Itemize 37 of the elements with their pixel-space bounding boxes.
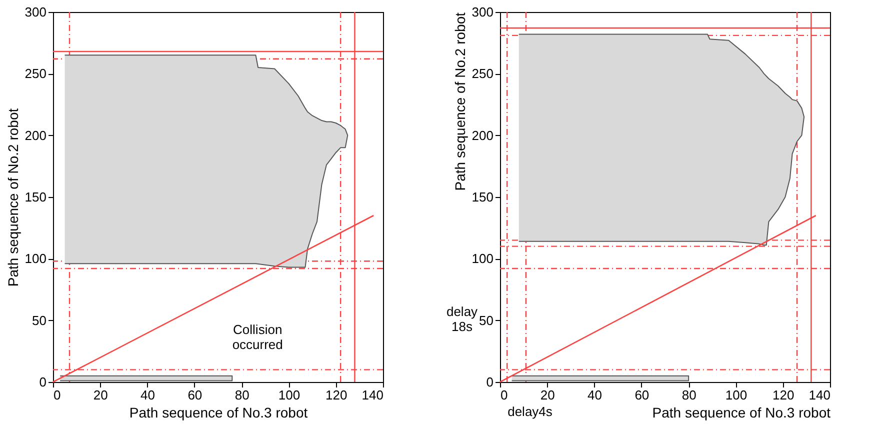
x-tick-label: 80 [234,388,250,402]
y-axis-title: Path sequence of No.2 robot [4,108,21,287]
x-tick-label: 60 [188,388,202,402]
x-tick-label: 120 [772,388,794,402]
y-tick-label: 150 [472,190,494,204]
x-axis-title: Path sequence of No.3 robot [129,404,308,420]
x-tick-label: 140 [362,388,384,402]
x-tick-label: 40 [588,388,602,402]
y-tick-label: 100 [24,251,46,266]
x-tick-label: 20 [540,388,555,402]
x-tick-label: 100 [278,388,300,402]
text: delay 18s [446,304,478,334]
x-tick-label: 60 [634,388,650,402]
x-tick-label: 80 [682,388,696,402]
x-tick-label: 120 [326,388,348,402]
y-tick-label: 150 [24,190,46,204]
x-tick-label: 0 [54,388,61,402]
x-tick-label: 100 [725,388,748,402]
y-axis-title: Path sequence of No.2 robot [452,12,468,191]
y-tick-label: 300 [472,4,494,20]
annotation: Collision occurred [232,322,283,352]
y-tick-label: 200 [24,128,46,143]
y-tick-label: 50 [32,312,46,328]
y-tick-label: 300 [24,4,46,20]
y-tick-label: 100 [472,251,494,266]
text: delay4s [508,404,553,419]
x-tick-label: 40 [140,388,156,402]
x-tick-label: 0 [500,388,508,402]
y-tick-label: 250 [24,66,46,82]
x-tick-label: 20 [93,388,108,402]
x-tick-label: 140 [808,388,830,402]
y-tick-label: 250 [472,66,494,82]
y-tick-label: 0 [39,374,46,390]
y-tick-label: 200 [472,128,494,143]
y-tick-label: 0 [486,374,494,390]
y-tick-label: 50 [479,312,494,328]
x-axis-title: Path sequence of No.3 robot [652,404,831,420]
